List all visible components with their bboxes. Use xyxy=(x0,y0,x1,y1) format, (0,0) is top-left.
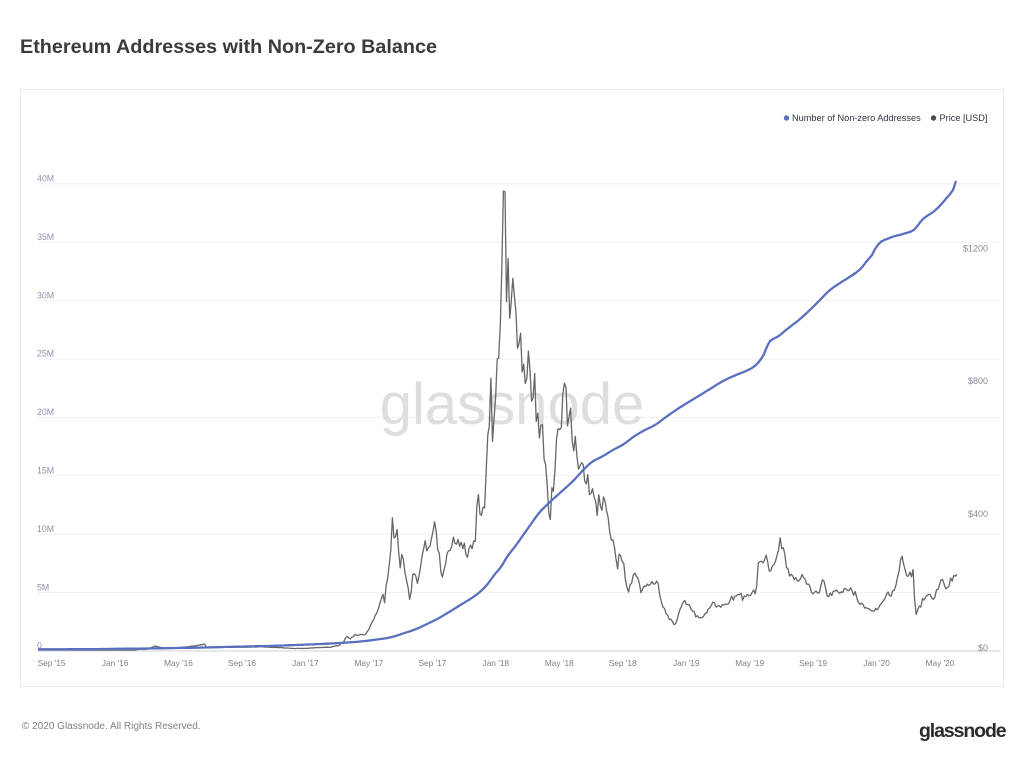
svg-text:May '17: May '17 xyxy=(355,658,384,668)
svg-text:Sep '15: Sep '15 xyxy=(38,658,66,668)
svg-text:20M: 20M xyxy=(37,407,54,417)
svg-text:$800: $800 xyxy=(968,376,988,386)
svg-text:Jan '16: Jan '16 xyxy=(102,658,129,668)
svg-text:Sep '18: Sep '18 xyxy=(609,658,637,668)
svg-text:0: 0 xyxy=(37,641,42,651)
svg-text:$1200: $1200 xyxy=(963,244,988,254)
svg-text:Number of Non-zero Addresses: Number of Non-zero Addresses xyxy=(792,113,921,123)
svg-text:May '16: May '16 xyxy=(164,658,193,668)
svg-text:Jan '20: Jan '20 xyxy=(863,658,890,668)
svg-text:Sep '17: Sep '17 xyxy=(418,658,446,668)
svg-text:15M: 15M xyxy=(37,466,54,476)
svg-text:glassnode: glassnode xyxy=(380,372,644,437)
svg-text:May '18: May '18 xyxy=(545,658,574,668)
svg-text:$400: $400 xyxy=(968,509,988,519)
svg-text:Jan '17: Jan '17 xyxy=(292,658,319,668)
svg-text:10M: 10M xyxy=(37,524,54,534)
svg-text:30M: 30M xyxy=(37,290,54,300)
svg-text:35M: 35M xyxy=(37,232,54,242)
svg-text:5M: 5M xyxy=(37,582,49,592)
svg-text:$0: $0 xyxy=(978,643,988,653)
svg-text:Sep '16: Sep '16 xyxy=(228,658,256,668)
svg-text:40M: 40M xyxy=(37,174,54,184)
svg-text:Sep '19: Sep '19 xyxy=(799,658,827,668)
svg-text:Ethereum Addresses with Non-Ze: Ethereum Addresses with Non-Zero Balance xyxy=(20,36,437,58)
svg-text:Jan '19: Jan '19 xyxy=(673,658,700,668)
svg-text:Price [USD]: Price [USD] xyxy=(940,113,988,123)
svg-text:May '20: May '20 xyxy=(926,658,955,668)
svg-text:25M: 25M xyxy=(37,349,54,359)
svg-text:May '19: May '19 xyxy=(735,658,764,668)
svg-text:© 2020 Glassnode. All Rights R: © 2020 Glassnode. All Rights Reserved. xyxy=(22,721,201,732)
svg-text:Jan '18: Jan '18 xyxy=(483,658,510,668)
svg-text:glassnode: glassnode xyxy=(919,720,1007,742)
